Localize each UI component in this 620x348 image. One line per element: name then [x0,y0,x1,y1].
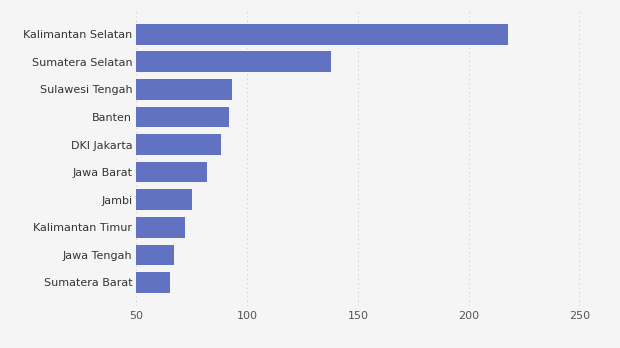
Bar [25,134,221,155]
Bar [25,189,192,210]
Bar [25,272,170,293]
Bar [25,79,232,100]
Bar [25,52,331,72]
Bar [25,162,207,182]
Bar [25,106,229,127]
Bar [25,245,174,265]
Bar [25,217,185,238]
Bar [25,24,508,45]
